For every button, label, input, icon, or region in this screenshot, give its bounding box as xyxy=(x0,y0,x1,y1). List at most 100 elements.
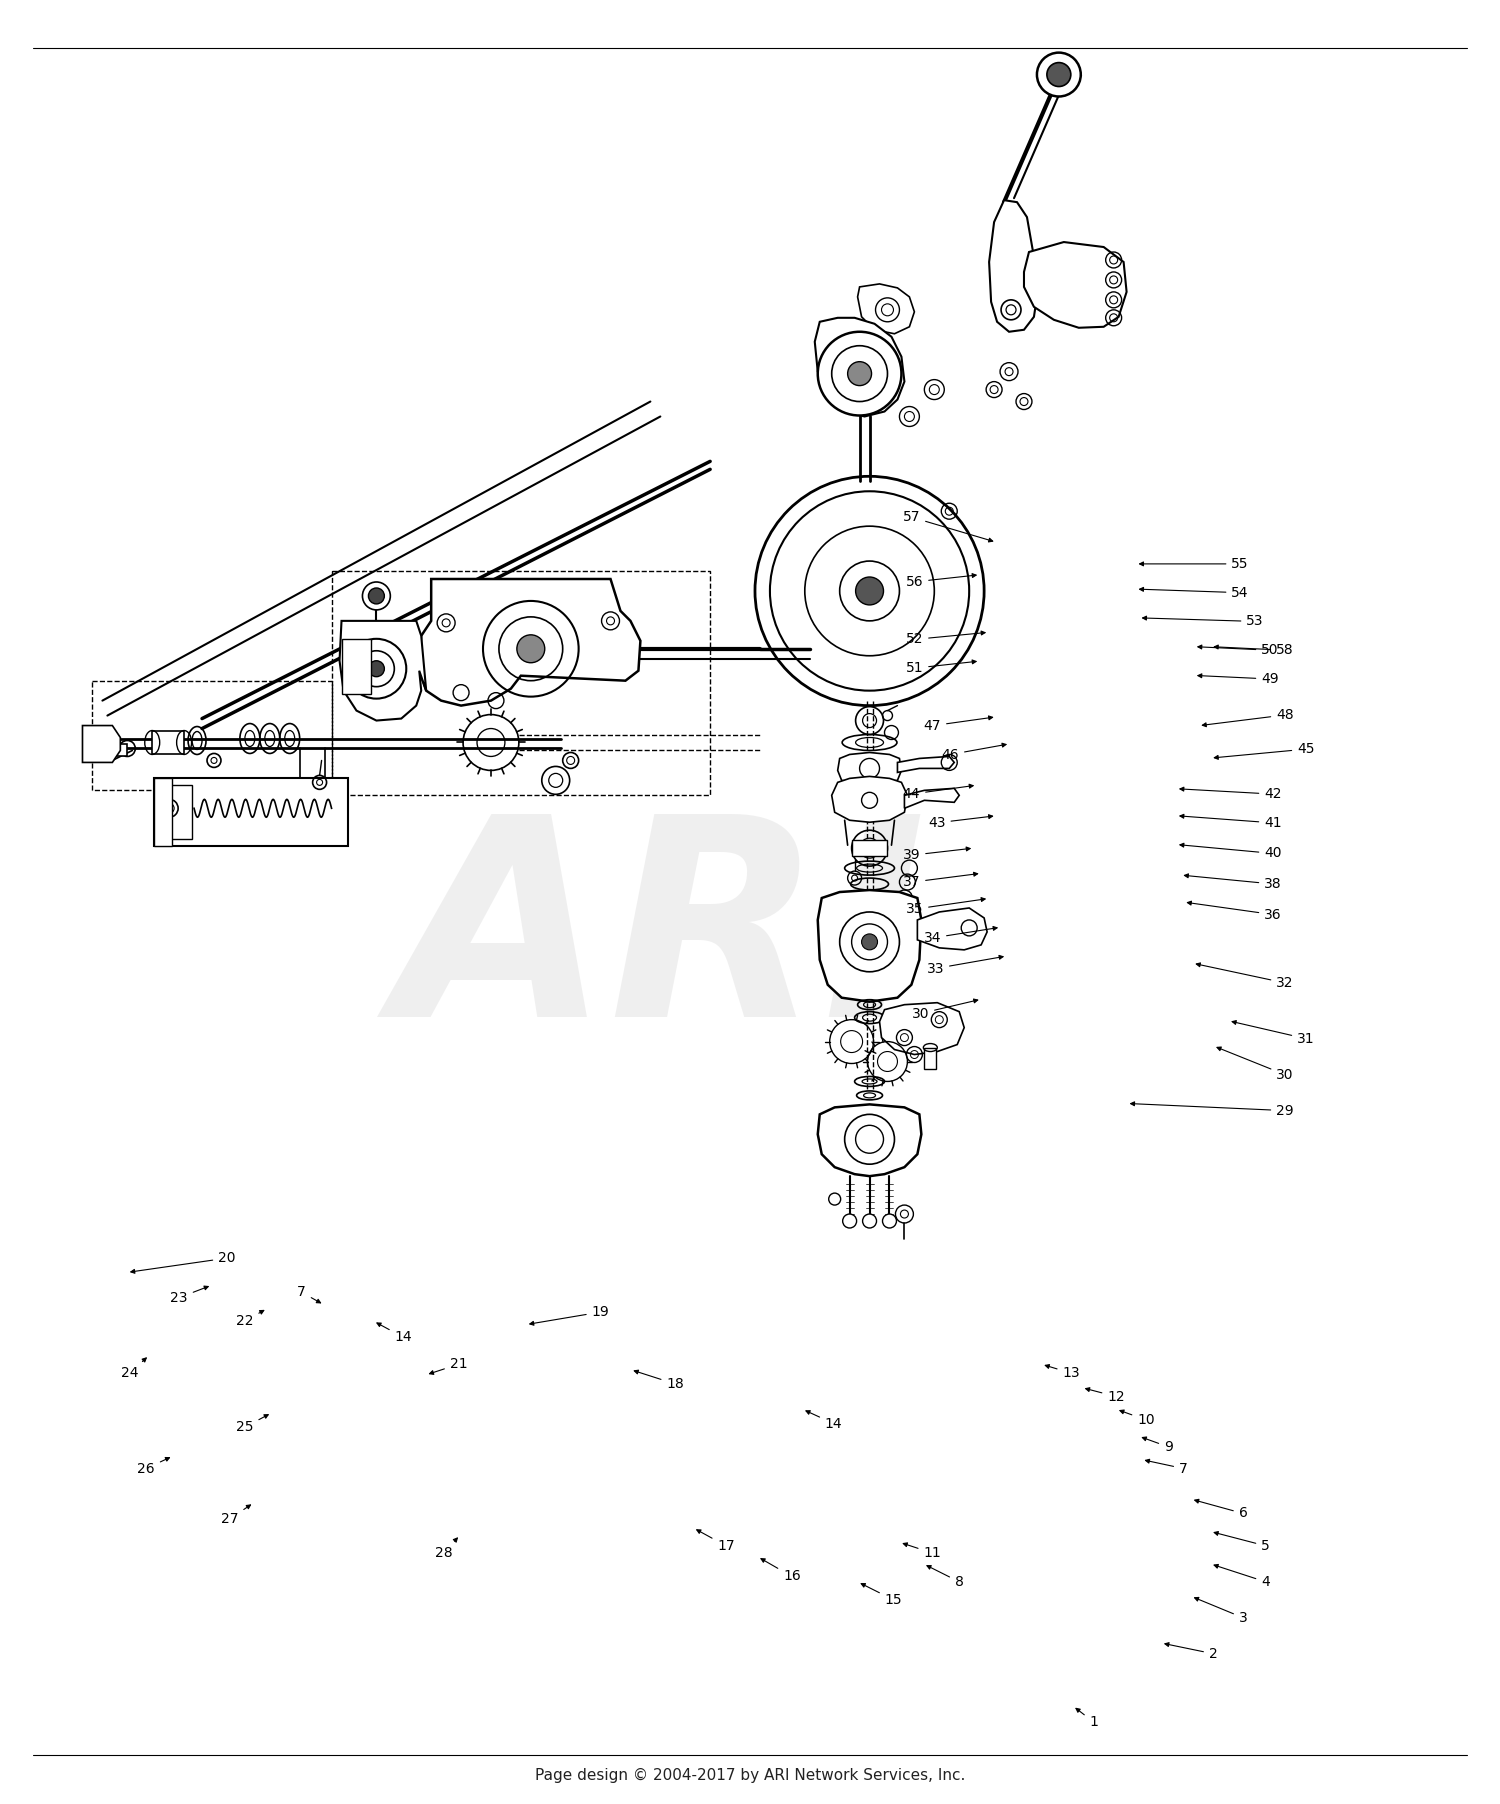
Bar xyxy=(93,680,332,790)
Text: 4: 4 xyxy=(1214,1564,1270,1589)
Text: 23: 23 xyxy=(171,1286,208,1304)
Polygon shape xyxy=(988,200,1036,332)
Text: 11: 11 xyxy=(903,1542,940,1560)
Text: 29: 29 xyxy=(1131,1102,1294,1118)
Circle shape xyxy=(369,660,384,676)
Circle shape xyxy=(861,934,877,951)
Text: 49: 49 xyxy=(1198,673,1280,686)
Text: 22: 22 xyxy=(236,1310,264,1328)
Text: 58: 58 xyxy=(1215,644,1294,657)
Text: 37: 37 xyxy=(903,873,978,889)
Polygon shape xyxy=(897,756,954,772)
Bar xyxy=(342,639,372,695)
Text: 18: 18 xyxy=(634,1371,684,1391)
Text: 26: 26 xyxy=(138,1458,170,1476)
Text: 45: 45 xyxy=(1215,741,1314,759)
Polygon shape xyxy=(918,907,987,951)
Polygon shape xyxy=(1024,242,1126,328)
Text: 53: 53 xyxy=(1143,615,1264,628)
Bar xyxy=(152,731,184,754)
Text: 51: 51 xyxy=(906,660,976,675)
Circle shape xyxy=(843,1214,856,1229)
Text: 46: 46 xyxy=(942,743,1006,761)
Text: 20: 20 xyxy=(130,1252,236,1274)
Text: 10: 10 xyxy=(1120,1411,1155,1427)
Text: 12: 12 xyxy=(1086,1387,1125,1404)
Text: 57: 57 xyxy=(903,511,993,541)
Text: 25: 25 xyxy=(236,1414,268,1434)
Text: 55: 55 xyxy=(1140,557,1250,570)
Text: 17: 17 xyxy=(696,1530,735,1553)
Text: 19: 19 xyxy=(530,1304,609,1326)
Text: 48: 48 xyxy=(1203,707,1294,727)
Text: 6: 6 xyxy=(1194,1499,1248,1521)
Polygon shape xyxy=(831,776,908,823)
Bar xyxy=(154,778,348,846)
Text: 34: 34 xyxy=(924,927,998,945)
Text: 3: 3 xyxy=(1194,1597,1248,1625)
Polygon shape xyxy=(419,579,640,705)
Text: 8: 8 xyxy=(927,1566,963,1589)
Text: 39: 39 xyxy=(903,848,970,862)
Circle shape xyxy=(1036,52,1082,96)
Circle shape xyxy=(847,361,871,386)
Bar xyxy=(924,1048,936,1070)
Circle shape xyxy=(831,346,888,402)
Circle shape xyxy=(1047,63,1071,87)
Bar xyxy=(332,572,710,796)
Text: 21: 21 xyxy=(429,1357,468,1375)
Text: 5: 5 xyxy=(1214,1532,1270,1553)
Polygon shape xyxy=(879,1003,965,1055)
Polygon shape xyxy=(82,725,120,763)
Text: ARI: ARI xyxy=(394,805,927,1075)
Bar xyxy=(852,841,888,857)
Polygon shape xyxy=(339,621,426,720)
Text: 9: 9 xyxy=(1143,1438,1173,1454)
Text: 38: 38 xyxy=(1185,873,1282,891)
Text: 14: 14 xyxy=(376,1322,412,1344)
Polygon shape xyxy=(837,752,902,785)
Text: 1: 1 xyxy=(1076,1708,1098,1728)
Bar xyxy=(154,778,172,846)
Polygon shape xyxy=(858,283,915,334)
Text: 56: 56 xyxy=(906,574,976,588)
Circle shape xyxy=(518,635,544,662)
Polygon shape xyxy=(818,1104,921,1176)
Circle shape xyxy=(855,577,883,604)
Text: 27: 27 xyxy=(220,1505,251,1526)
Text: 2: 2 xyxy=(1166,1643,1218,1661)
Circle shape xyxy=(818,332,902,415)
Circle shape xyxy=(363,583,390,610)
Bar xyxy=(162,785,192,839)
Text: 42: 42 xyxy=(1180,787,1282,801)
Circle shape xyxy=(862,1214,876,1229)
Polygon shape xyxy=(818,889,921,1001)
Text: 36: 36 xyxy=(1188,902,1282,922)
Text: 40: 40 xyxy=(1180,842,1282,861)
Text: 15: 15 xyxy=(861,1584,903,1607)
Text: Page design © 2004-2017 by ARI Network Services, Inc.: Page design © 2004-2017 by ARI Network S… xyxy=(536,1768,964,1782)
Circle shape xyxy=(882,1214,897,1229)
Polygon shape xyxy=(815,318,904,417)
Text: 24: 24 xyxy=(122,1358,147,1380)
Text: 7: 7 xyxy=(297,1284,321,1302)
Text: 30: 30 xyxy=(1216,1046,1294,1082)
Text: 31: 31 xyxy=(1232,1021,1314,1046)
Text: 44: 44 xyxy=(903,785,974,801)
Circle shape xyxy=(369,588,384,604)
Text: 47: 47 xyxy=(924,716,993,732)
Text: 54: 54 xyxy=(1140,586,1250,599)
Text: 7: 7 xyxy=(1146,1459,1188,1476)
Text: 41: 41 xyxy=(1180,814,1282,830)
Text: 43: 43 xyxy=(928,815,993,830)
Text: 32: 32 xyxy=(1197,963,1294,990)
Text: 35: 35 xyxy=(906,898,986,916)
Text: 28: 28 xyxy=(435,1539,457,1560)
Text: 30: 30 xyxy=(912,999,978,1021)
Bar xyxy=(93,745,128,756)
Text: 33: 33 xyxy=(927,956,1004,976)
Polygon shape xyxy=(904,788,958,808)
Text: 52: 52 xyxy=(906,631,986,646)
Text: 50: 50 xyxy=(1198,644,1280,657)
Text: 16: 16 xyxy=(760,1559,801,1584)
